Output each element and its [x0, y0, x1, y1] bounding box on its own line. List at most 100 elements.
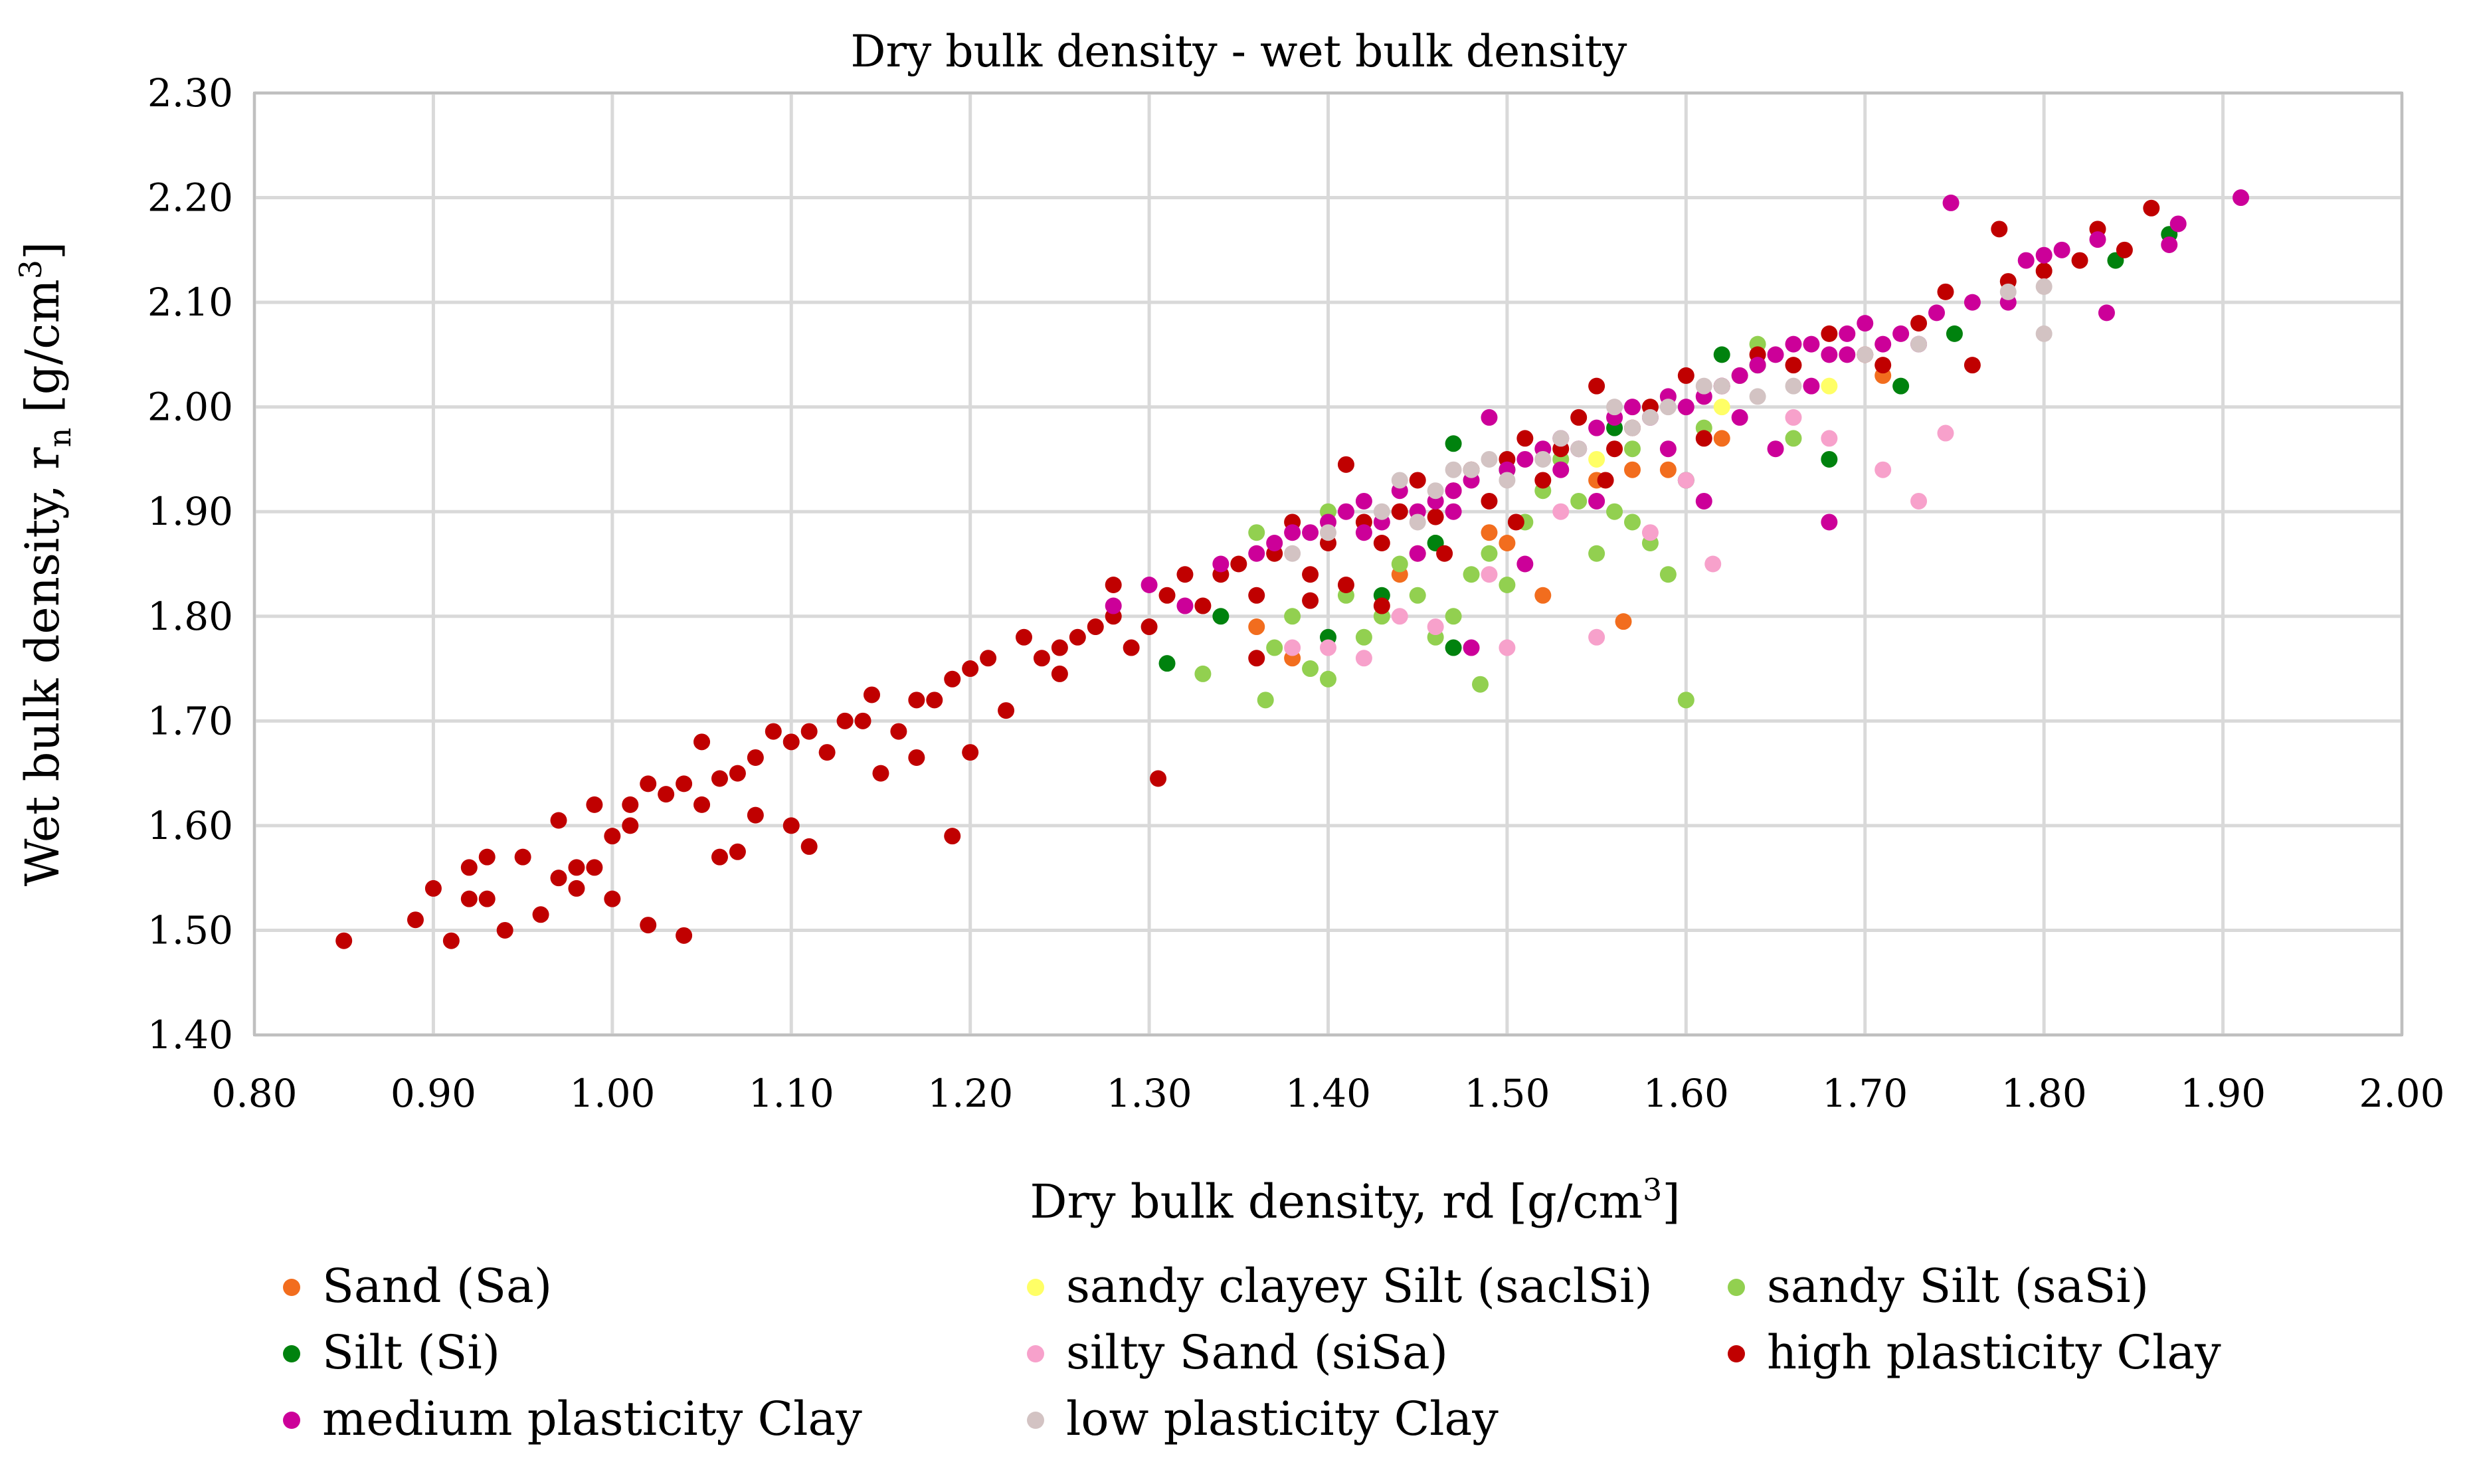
data-point: [532, 906, 549, 923]
data-point: [1445, 639, 1462, 656]
data-point: [1391, 555, 1408, 573]
data-point: [335, 932, 353, 949]
y-tick-label: 1.90: [147, 489, 233, 534]
legend-marker: [283, 1345, 300, 1362]
x-tick-label: 1.30: [1107, 1071, 1192, 1116]
data-point: [1266, 639, 1283, 656]
data-point: [2161, 236, 2178, 253]
data-point: [854, 712, 871, 729]
data-point: [1874, 335, 1892, 353]
data-point: [1499, 534, 1516, 551]
data-point: [729, 843, 746, 860]
legend-entry: Silt (Si): [283, 1325, 500, 1380]
data-point: [1910, 492, 1928, 510]
x-tick-label: 1.10: [749, 1071, 834, 1116]
legend-marker: [1728, 1279, 1745, 1296]
x-tick-label: 1.50: [1464, 1071, 1550, 1116]
data-point: [1624, 513, 1641, 531]
data-point: [1033, 650, 1050, 667]
data-point: [1516, 450, 1534, 468]
data-point: [2233, 189, 2250, 207]
data-point: [1641, 524, 1659, 541]
series-5: [335, 199, 2160, 949]
data-point: [2143, 199, 2160, 217]
data-point: [1284, 545, 1301, 562]
data-point: [1320, 639, 1336, 656]
legend-label: silty Sand (siSa): [1066, 1325, 1448, 1380]
data-point: [1248, 650, 1265, 667]
data-point: [782, 733, 800, 751]
data-point: [1337, 577, 1354, 594]
data-point: [908, 749, 925, 766]
data-point: [1373, 597, 1390, 614]
data-point: [550, 812, 567, 829]
data-point: [1105, 597, 1122, 614]
data-point: [1606, 440, 1623, 458]
data-point: [2071, 252, 2088, 269]
data-point: [640, 917, 657, 934]
data-point: [693, 796, 711, 813]
data-point: [1821, 377, 1838, 395]
legend-entry: Sand (Sa): [283, 1259, 552, 1313]
data-point: [747, 749, 764, 766]
legend-entry: sandy Silt (saSi): [1728, 1259, 2149, 1313]
data-point: [478, 890, 496, 907]
x-tick-label: 1.60: [1643, 1071, 1729, 1116]
data-point: [1427, 508, 1444, 525]
y-axis-label: Wet bulk density, rn [g/cm3]: [13, 242, 78, 887]
data-point: [622, 796, 639, 813]
data-point: [1248, 587, 1265, 604]
data-point: [1704, 555, 1722, 573]
data-point: [1499, 472, 1516, 489]
data-point: [1337, 456, 1354, 473]
legend-marker: [1027, 1345, 1044, 1362]
data-point: [1785, 409, 1802, 426]
data-point: [1302, 660, 1319, 678]
data-point: [1194, 597, 1212, 614]
data-point: [1355, 628, 1372, 646]
data-point: [1212, 555, 1230, 573]
data-point: [1481, 545, 1498, 562]
data-point: [980, 650, 997, 667]
data-point: [568, 880, 585, 897]
data-point: [800, 723, 818, 740]
data-point: [1552, 461, 1570, 478]
data-point: [1194, 665, 1212, 682]
data-point: [1937, 424, 1954, 442]
data-point: [1158, 655, 1176, 672]
data-point: [1051, 665, 1068, 682]
data-point: [658, 786, 675, 803]
data-point: [568, 859, 585, 876]
data-point: [1624, 399, 1641, 416]
data-point: [1481, 409, 1498, 426]
data-point: [1821, 513, 1838, 531]
data-point: [1785, 430, 1802, 447]
data-point: [872, 765, 889, 782]
data-point: [514, 848, 531, 866]
legend-entry: medium plasticity Clay: [283, 1392, 862, 1446]
data-point: [1391, 503, 1408, 520]
data-point: [1641, 409, 1659, 426]
data-point: [1857, 346, 1874, 363]
data-point: [1087, 618, 1104, 636]
series-0: [1248, 367, 1892, 667]
data-point: [1659, 461, 1677, 478]
x-tick-label: 0.80: [211, 1071, 297, 1116]
plot-area-frame: [253, 92, 2403, 1036]
legend-label: low plasticity Clay: [1066, 1392, 1499, 1446]
data-point: [1749, 357, 1766, 374]
data-point: [1105, 577, 1122, 594]
x-tick-label: 2.00: [2359, 1071, 2444, 1116]
legend-label: sandy clayey Silt (saclSi): [1066, 1259, 1653, 1313]
data-point: [1463, 461, 1480, 478]
data-point: [2017, 252, 2035, 269]
series-7: [1284, 278, 2053, 562]
x-tick-label: 1.20: [927, 1071, 1013, 1116]
data-point: [693, 733, 711, 751]
data-point: [1302, 524, 1319, 541]
legend-entry: high plasticity Clay: [1728, 1325, 2221, 1380]
data-point: [586, 796, 603, 813]
x-axis-label: Dry bulk density, rd [g/cm3]: [1030, 1172, 1680, 1229]
x-tick-label: 1.80: [2001, 1071, 2087, 1116]
data-point: [1624, 440, 1641, 458]
